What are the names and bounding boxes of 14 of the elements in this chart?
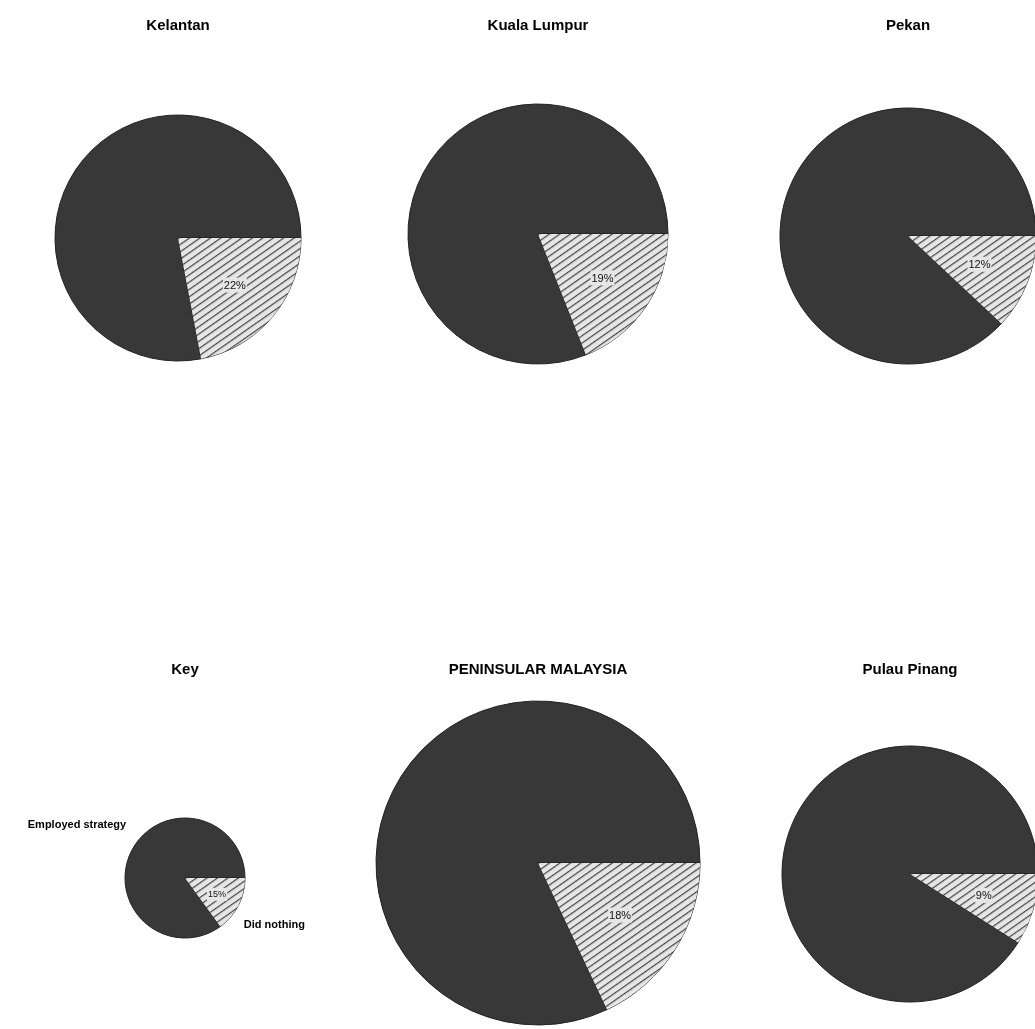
data-label: 12% [968, 258, 991, 271]
chart-title: Kelantan [146, 16, 210, 33]
chart-title: PENINSULAR MALAYSIA [448, 660, 628, 677]
chart-title: Kuala Lumpur [487, 16, 589, 33]
chart-title: Pekan [885, 16, 931, 33]
data-label: 22% [223, 278, 247, 291]
data-label: 18% [609, 908, 632, 921]
chart-title: Pulau Pinang [862, 660, 958, 677]
data-label: 9% [975, 889, 992, 902]
slice-label: Employed strategy [27, 818, 128, 831]
data-label: 15% [208, 889, 227, 900]
data-label: 19% [591, 271, 614, 284]
slice-label: Did nothing [243, 917, 305, 930]
chart-title: Key [171, 660, 200, 677]
